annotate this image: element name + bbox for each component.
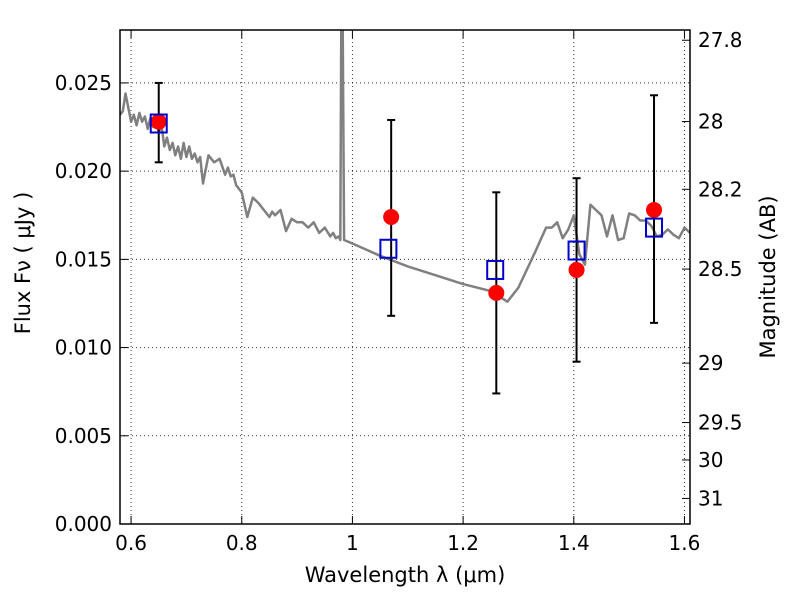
right-tick-label: 31 — [698, 486, 723, 510]
observed-flux-point — [383, 209, 400, 226]
model-flux-square — [486, 259, 505, 280]
observed-flux-point — [150, 113, 167, 130]
x-tick-label: 1.4 — [558, 531, 590, 555]
y-axis-label: Flux Fν ( μJy ) — [11, 192, 35, 335]
y-tick-label: 0.005 — [55, 424, 112, 448]
right-tick-label: 28.5 — [698, 257, 743, 281]
x-tick-label: 1.2 — [447, 531, 479, 555]
right-tick-label: 28.2 — [698, 177, 743, 201]
model-flux-square — [645, 217, 664, 238]
right-tick-label: 27.8 — [698, 28, 743, 52]
x-tick-label: 0.8 — [226, 531, 258, 555]
y-tick-label: 0.025 — [55, 71, 112, 95]
x-tick-label: 1 — [346, 531, 359, 555]
model-spectrum-line — [120, 30, 690, 303]
observed-flux-point — [646, 201, 663, 218]
y-tick-label: 0.015 — [55, 247, 112, 271]
x-tick-label: 0.6 — [115, 531, 147, 555]
right-axis-label: Magnitude (AB) — [756, 195, 780, 358]
model-flux-square — [149, 113, 168, 134]
observed-flux-point — [488, 284, 505, 301]
y-tick-label: 0.020 — [55, 159, 112, 183]
x-axis-label: Wavelength λ (μm) — [305, 563, 506, 587]
model-flux-square — [567, 240, 586, 261]
y-tick-label: 0.000 — [55, 512, 112, 536]
model-flux-square — [379, 238, 398, 259]
right-tick-label: 28 — [698, 110, 723, 134]
axes: 0.6 0.8 1 1.2 1.4 1.6 0.000 0.005 0.010 0.015 0.02… — [55, 28, 743, 555]
y-tick-label: 0.010 — [55, 336, 112, 360]
plot-frame — [119, 29, 691, 525]
right-tick-label: 29 — [698, 351, 723, 375]
x-tick-label: 1.6 — [669, 531, 701, 555]
right-tick-label: 29.5 — [698, 411, 743, 435]
right-tick-label: 30 — [698, 448, 723, 472]
observed-flux-point — [568, 261, 585, 278]
grid-lines — [120, 30, 690, 525]
plot-data — [120, 30, 690, 395]
